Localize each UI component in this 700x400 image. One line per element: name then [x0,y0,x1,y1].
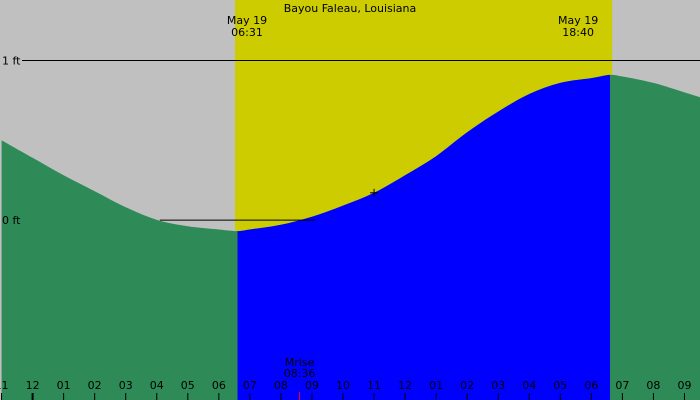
x-tick-label: 07 [615,379,629,392]
tide-day-area [237,74,610,400]
moonrise-time: 08:36 [284,367,316,380]
moonrise-label: Mrise [285,356,315,369]
x-tick-label: 05 [553,379,567,392]
x-tick-label: 11 [367,379,381,392]
x-tick-label: 06 [584,379,598,392]
x-tick-label: 03 [491,379,505,392]
x-tick-label: 11 [0,379,9,392]
now-marker [370,188,379,197]
daylight-start-time: 06:31 [231,26,263,39]
x-tick-label: 08 [274,379,288,392]
chart-title: Bayou Faleau, Louisiana [284,2,417,15]
y-tick-label-0ft: 0 ft [2,214,21,227]
x-tick-label: 12 [398,379,412,392]
daylight-start-date: May 19 [227,14,267,27]
x-tick-label: 07 [243,379,257,392]
x-tick-label: 05 [181,379,195,392]
daylight-end-time: 18:40 [562,26,594,39]
x-tick-label: 04 [522,379,536,392]
x-tick-label: 01 [57,379,71,392]
x-axis: 11 12 01 02 03 04 05 06 07 08 09 10 11 12 01 02 03 04 05 06… [0,379,691,400]
x-tick-label: 02 [460,379,474,392]
x-tick-label: 10 [336,379,350,392]
y-tick-label-1ft: 1 ft [2,55,21,68]
x-tick-label: 01 [429,379,443,392]
x-tick-label: 08 [646,379,660,392]
daylight-end-date: May 19 [558,14,598,27]
x-tick-label: 03 [119,379,133,392]
x-tick-label: 06 [212,379,226,392]
x-tick-label: 12 [26,379,40,392]
x-tick-label: 02 [88,379,102,392]
x-tick-label: 09 [677,379,691,392]
x-tick-label: 04 [150,379,164,392]
x-tick-label: 09 [305,379,319,392]
